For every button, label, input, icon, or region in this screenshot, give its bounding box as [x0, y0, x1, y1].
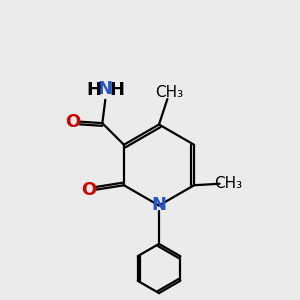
Text: O: O — [66, 112, 81, 131]
Text: CH₃: CH₃ — [214, 176, 243, 191]
Text: H: H — [109, 81, 124, 99]
Text: N: N — [98, 80, 113, 98]
Text: H: H — [86, 81, 101, 99]
Text: O: O — [81, 181, 97, 199]
Text: N: N — [152, 196, 166, 214]
Text: CH₃: CH₃ — [155, 85, 183, 100]
